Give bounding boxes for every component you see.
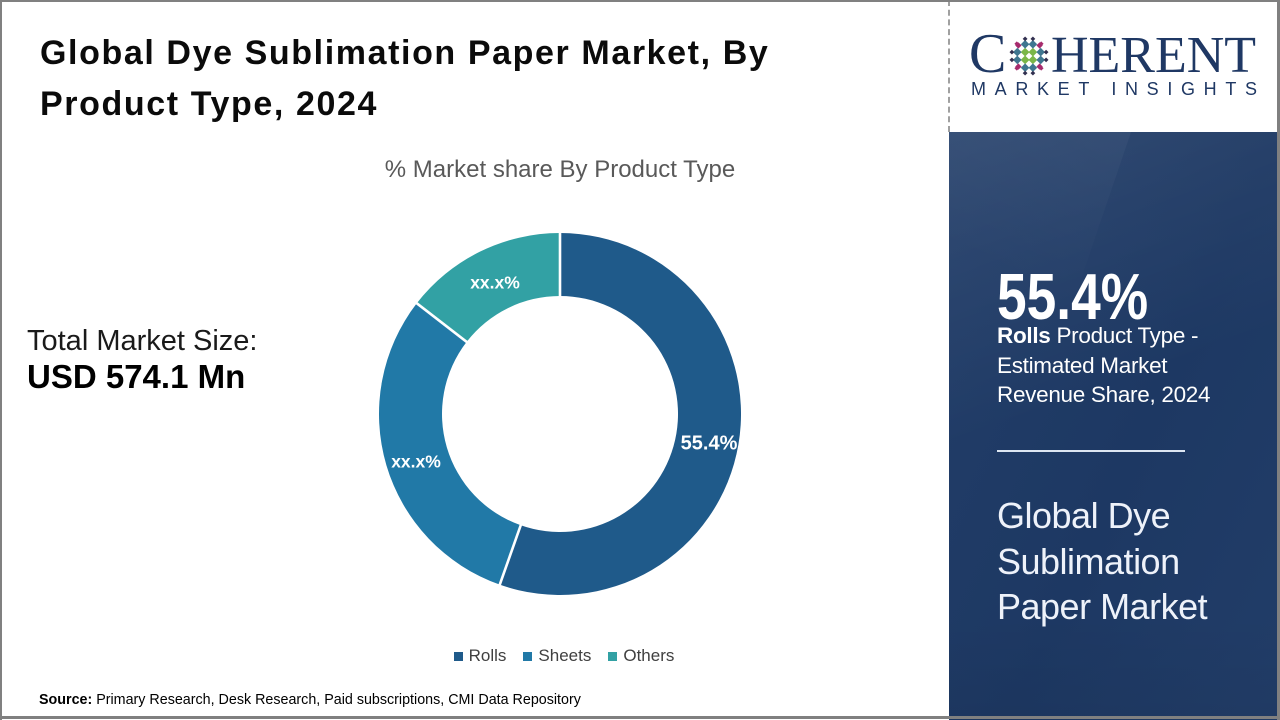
- svg-text:xx.x%: xx.x%: [470, 273, 520, 293]
- svg-text:C: C: [969, 23, 1006, 85]
- svg-text:55.4%: 55.4%: [681, 433, 738, 455]
- svg-text:HERENT: HERENT: [1051, 27, 1256, 84]
- svg-text:MARKET INSIGHTS: MARKET INSIGHTS: [971, 79, 1257, 99]
- svg-text:xx.x%: xx.x%: [391, 452, 441, 472]
